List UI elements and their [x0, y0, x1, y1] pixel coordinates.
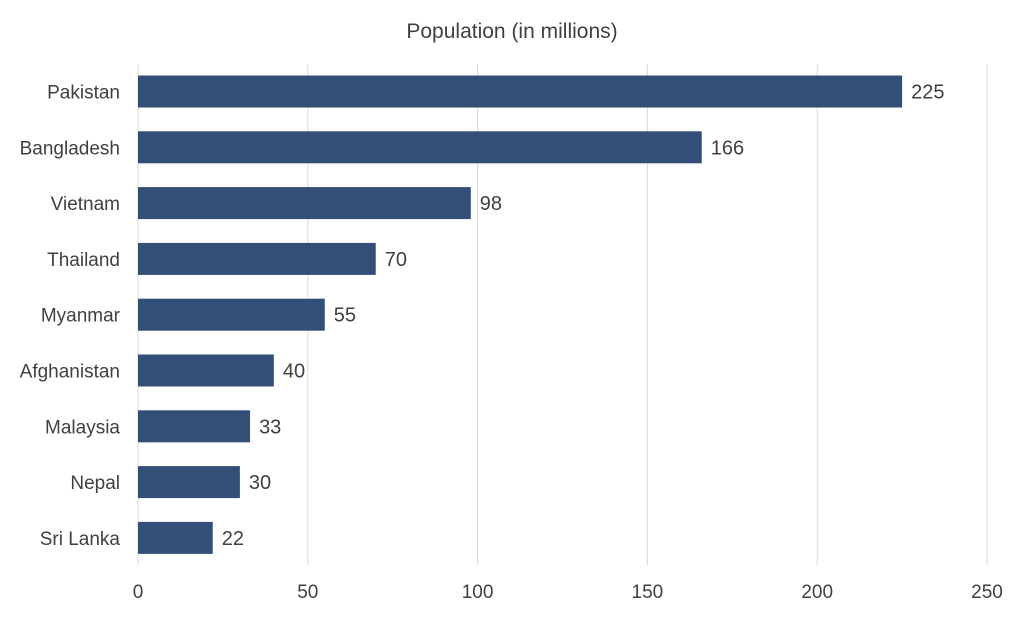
- category-label: Afghanistan: [20, 362, 120, 383]
- bar-vietnam: [138, 187, 471, 220]
- bar-myanmar: [138, 298, 325, 331]
- bar-pakistan: [138, 75, 903, 108]
- x-tick-label: 250: [971, 582, 1003, 603]
- data-label: 33: [259, 416, 281, 438]
- data-label: 22: [222, 528, 244, 550]
- data-label: 225: [911, 82, 944, 104]
- category-label: Sri Lanka: [40, 529, 121, 550]
- bar-malaysia: [138, 410, 251, 443]
- bar-afghanistan: [138, 354, 274, 387]
- x-tick-label: 50: [297, 582, 318, 603]
- category-label: Vietnam: [51, 194, 120, 215]
- data-label: 98: [480, 193, 502, 215]
- bar-nepal: [138, 466, 240, 499]
- category-label: Malaysia: [45, 417, 120, 438]
- category-label: Pakistan: [47, 83, 120, 104]
- bar-thailand: [138, 242, 376, 275]
- bar-bangladesh: [138, 131, 702, 164]
- x-tick-label: 0: [133, 582, 144, 603]
- x-tick-label: 200: [801, 582, 833, 603]
- data-label: 166: [711, 137, 744, 159]
- category-label: Myanmar: [41, 306, 121, 327]
- data-label: 70: [385, 249, 407, 271]
- data-label: 30: [249, 472, 271, 494]
- category-label: Nepal: [70, 473, 120, 494]
- bar-sri-lanka: [138, 521, 213, 554]
- x-tick-label: 100: [462, 582, 494, 603]
- data-label: 55: [334, 305, 356, 327]
- category-label: Bangladesh: [20, 138, 120, 159]
- data-label: 40: [283, 361, 305, 383]
- x-tick-label: 150: [632, 582, 664, 603]
- chart-title: Population (in millions): [406, 20, 617, 43]
- category-label: Thailand: [47, 250, 120, 271]
